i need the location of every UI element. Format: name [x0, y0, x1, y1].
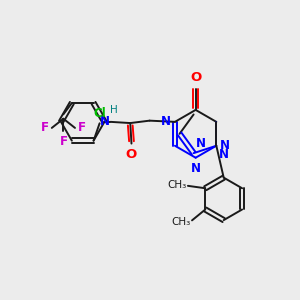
Text: F: F	[59, 135, 68, 148]
Text: O: O	[126, 148, 137, 161]
Text: N: N	[220, 139, 230, 152]
Text: Cl: Cl	[93, 107, 106, 120]
Text: CH₃: CH₃	[167, 180, 186, 190]
Text: F: F	[78, 122, 86, 134]
Text: N: N	[196, 136, 206, 150]
Text: CH₃: CH₃	[171, 217, 190, 226]
Text: N: N	[191, 161, 201, 175]
Text: O: O	[190, 71, 201, 84]
Text: F: F	[41, 122, 49, 134]
Text: N: N	[219, 148, 229, 161]
Text: H: H	[110, 105, 117, 116]
Text: N: N	[100, 115, 110, 128]
Text: N: N	[161, 116, 171, 128]
